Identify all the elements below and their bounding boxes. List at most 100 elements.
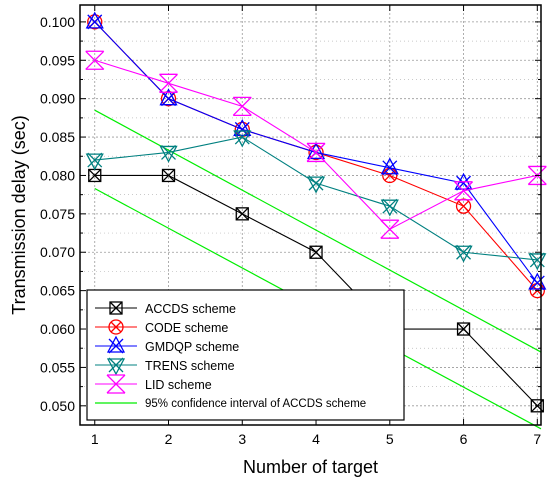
- marker-cross: [106, 374, 126, 394]
- marker-cross: [87, 152, 103, 168]
- series-layer: [85, 11, 547, 413]
- data-point: [380, 157, 399, 176]
- marker-cross: [384, 169, 396, 181]
- legend-item: 95% confidence interval of ACCDS scheme: [95, 398, 366, 410]
- legend-label: GMDQP scheme: [145, 340, 239, 354]
- legend-item: ACCDS scheme: [95, 301, 236, 316]
- marker-cross: [234, 129, 250, 145]
- marker-cross: [87, 14, 103, 30]
- marker-cross: [454, 181, 474, 201]
- y-tick-label: 0.100: [40, 14, 75, 30]
- legend: ACCDS scheme CODE scheme GMDQP scheme TRENS…: [86, 289, 405, 421]
- marker-triangle: [106, 358, 126, 376]
- marker-circle: [108, 319, 124, 335]
- marker-box: [309, 245, 323, 259]
- y-tick-label: 0.085: [40, 129, 75, 145]
- marker-bars: [380, 219, 399, 239]
- marker-circle: [87, 14, 103, 30]
- marker-cross: [88, 168, 102, 182]
- data-point: [161, 168, 176, 183]
- marker-cross: [161, 144, 176, 160]
- x-axis-title: Number of target: [243, 457, 378, 477]
- marker-cross: [529, 252, 545, 268]
- y-tick-label: 0.050: [40, 398, 75, 414]
- marker-cross: [457, 322, 471, 336]
- legend-label: 95% confidence interval of ACCDS scheme: [145, 398, 366, 410]
- data-point: [454, 181, 474, 201]
- marker-cross: [458, 200, 470, 212]
- data-point: [85, 50, 105, 70]
- data-point: [85, 152, 104, 171]
- marker-cross: [161, 91, 176, 107]
- legend-label: ACCDS scheme: [145, 302, 236, 316]
- marker-box: [161, 168, 176, 183]
- marker-box: [456, 322, 471, 336]
- marker-cross: [159, 73, 178, 93]
- marker-cross: [308, 175, 324, 191]
- data-point: [159, 73, 178, 93]
- marker-cross: [529, 275, 545, 291]
- legend-item: LID scheme: [95, 374, 212, 394]
- marker-cross: [234, 121, 250, 137]
- y-tick-label: 0.055: [40, 359, 75, 375]
- data-point: [233, 119, 252, 137]
- ci-upper-line: [94, 109, 542, 353]
- marker-triangle: [454, 245, 473, 263]
- y-tick-label: 0.095: [40, 52, 75, 68]
- marker-bars: [159, 73, 178, 93]
- data-point: [106, 374, 126, 394]
- legend-label: TRENS scheme: [145, 359, 235, 373]
- series-trens-scheme: [85, 129, 547, 271]
- data-point: [235, 207, 249, 221]
- marker-box: [109, 301, 123, 315]
- marker-cross: [309, 245, 323, 259]
- marker-bars: [107, 374, 125, 394]
- marker-triangle: [306, 142, 326, 160]
- legend-box: [86, 289, 405, 421]
- x-tick-label: 3: [238, 431, 246, 447]
- axis-ticks: 1 2 3 4 5 6 7 0.050 0.055 0.060 0.065 0.070 0.075 0.0…: [40, 5, 541, 447]
- legend-label: CODE scheme: [145, 321, 228, 335]
- marker-cross: [456, 175, 472, 191]
- data-point: [159, 88, 178, 107]
- legend-label: LID scheme: [145, 378, 212, 392]
- y-tick-label: 0.070: [40, 244, 75, 260]
- data-point: [85, 11, 104, 30]
- marker-cross: [108, 338, 124, 354]
- marker-bars: [454, 181, 473, 201]
- data-point: [309, 245, 323, 259]
- x-tick-label: 5: [386, 431, 394, 447]
- y-tick-label: 0.065: [40, 283, 75, 299]
- y-axis-title: Transmission delay (sec): [9, 115, 29, 314]
- marker-cross: [382, 160, 398, 176]
- plot-area-frame: [79, 4, 542, 426]
- marker-cross: [232, 96, 252, 116]
- x-tick-label: 7: [533, 431, 541, 447]
- x-tick-label: 6: [460, 431, 468, 447]
- data-point: [233, 129, 252, 148]
- data-point: [108, 319, 124, 335]
- marker-cross: [382, 198, 398, 214]
- marker-cross: [380, 219, 400, 239]
- x-tick-label: 2: [165, 431, 173, 447]
- marker-triangle: [106, 335, 126, 353]
- legend-item: TRENS scheme: [95, 357, 235, 376]
- marker-triangle: [159, 145, 178, 163]
- marker-triangle: [306, 176, 326, 194]
- marker-triangle: [380, 157, 399, 175]
- marker-box: [235, 207, 249, 221]
- data-point: [306, 142, 326, 163]
- marker-cross: [162, 168, 175, 182]
- data-point: [456, 322, 471, 336]
- y-tick-label: 0.075: [40, 206, 75, 222]
- marker-bars: [307, 142, 326, 163]
- marker-triangle: [380, 199, 399, 217]
- data-point: [306, 175, 326, 194]
- marker-triangle: [85, 11, 104, 29]
- data-point: [109, 301, 123, 315]
- x-tick-label: 1: [91, 431, 99, 447]
- marker-triangle: [233, 119, 252, 137]
- marker-bars: [233, 96, 252, 117]
- marker-circle: [308, 144, 324, 161]
